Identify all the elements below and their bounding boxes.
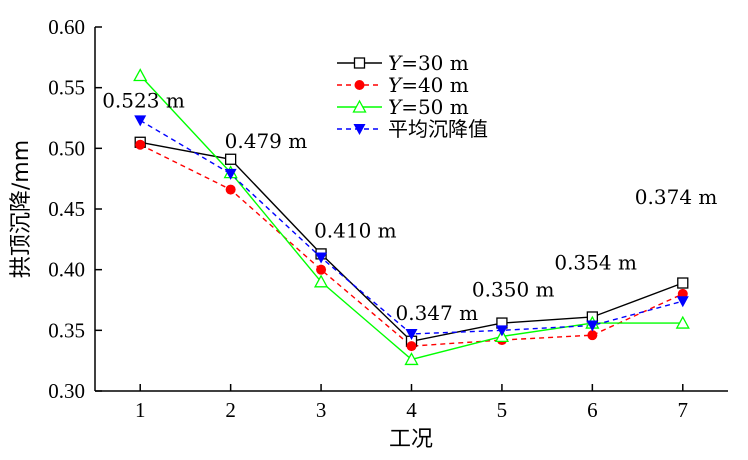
data-point [495,325,508,337]
legend-label-text: =40 m [401,73,469,97]
legend-label: Y=50 m [388,95,469,119]
x-axis-title: 工况 [389,427,433,452]
legend-label-text: =50 m [401,95,469,119]
x-tick-label: 1 [135,398,146,422]
data-point [587,330,598,341]
y-tick-label: 0.35 [48,318,85,342]
data-point [404,352,419,366]
y-tick-label: 0.55 [48,76,85,100]
legend-label-text: 平均沉降值 [388,117,488,141]
value-annotation: 0.374 m [635,185,718,209]
x-tick-label: 4 [406,398,417,422]
y-tick-label: 0.30 [48,379,85,403]
data-point [315,252,328,264]
legend-marker [353,57,366,69]
series-marker-group [133,68,690,366]
data-point [313,274,329,288]
y-axis-title: 拱顶沉降/mm [9,140,34,278]
y-tick-label: 0.40 [48,258,85,282]
x-tick-label: 2 [225,398,236,422]
data-point [224,153,237,165]
legend-label-italic: Y [388,73,403,97]
value-annotation: 0.354 m [554,250,637,274]
legend-marker [353,124,366,135]
data-point [586,320,599,332]
x-tick-label: 5 [497,398,508,422]
y-tick-label: 0.50 [48,136,85,160]
data-point [316,264,327,275]
value-annotation: 0.523 m [102,88,185,112]
value-annotation: 0.479 m [225,129,308,153]
value-annotation: 0.350 m [472,277,555,301]
x-tick-group: 1 2 3 4 5 6 7 [135,384,688,422]
data-point [406,341,417,352]
data-point [134,115,147,127]
legend-marker [354,80,365,90]
data-point [225,184,236,195]
value-annotation: 0.347 m [396,301,479,325]
annotation-group: 0.523 m 0.479 m 0.410 m 0.347 m0.350 m 0.354… [102,88,717,325]
value-annotation: 0.410 m [314,219,397,243]
legend-label-text: =30 m [401,51,469,75]
legend-label-italic: Y [388,51,403,75]
data-point [676,296,689,308]
legend-label: Y=40 m [388,73,469,97]
data-point [224,168,237,180]
data-point [135,139,146,150]
data-point [675,315,690,329]
data-point [677,277,689,289]
y-tick-group: 0.30 0.35 0.40 0.45 0.50 0.55 0.60 [48,15,102,403]
legend-marker [352,99,367,113]
y-tick-label: 0.45 [48,197,85,221]
y-tick-label: 0.60 [48,15,85,39]
data-point [133,68,148,82]
x-tick-label: 7 [678,398,689,422]
legend-label-italic: Y [388,95,403,119]
data-point [405,328,418,340]
legend-label: 平均沉降值 [388,117,488,141]
x-tick-label: 3 [316,398,327,422]
legend-label: Y=30 m [388,51,469,75]
x-tick-label: 6 [587,398,598,422]
